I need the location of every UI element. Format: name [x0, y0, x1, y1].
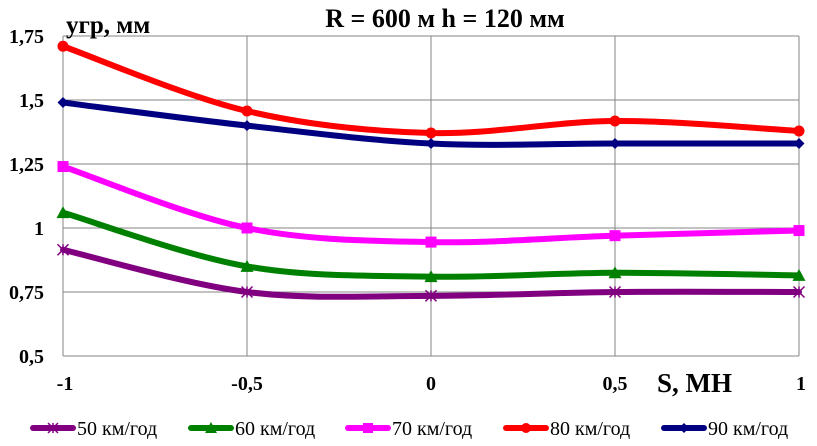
- x-tick-label: 0: [426, 373, 436, 395]
- data-point-triangle: [424, 270, 438, 283]
- data-point-diamond: [425, 138, 437, 150]
- x-tick-label: -1: [57, 373, 74, 395]
- y-tick-label: 1: [34, 218, 44, 240]
- data-point-square: [609, 230, 621, 242]
- series-50: [56, 243, 806, 302]
- series-80: [57, 40, 805, 139]
- legend-item: 90 км/год: [661, 418, 788, 440]
- x-tick-label: 1: [796, 373, 806, 395]
- data-point-square: [241, 222, 253, 234]
- series-60: [56, 206, 806, 283]
- legend: 50 км/год 60 км/год 70 км/год 80 км/год 90 к…: [30, 418, 788, 440]
- y-tick-label: 1,75: [9, 26, 44, 48]
- data-point-triangle: [205, 422, 217, 433]
- y-tick-label: 0,5: [19, 346, 44, 368]
- legend-item: 70 км/год: [345, 418, 472, 440]
- data-point-triangle: [240, 259, 254, 272]
- data-point-star: [608, 285, 622, 299]
- data-point-diamond: [609, 138, 621, 150]
- series-70: [57, 161, 805, 248]
- data-point-triangle: [608, 266, 622, 279]
- data-point-triangle: [792, 268, 806, 281]
- data-point-circle: [425, 127, 437, 139]
- grid: [62, 35, 800, 357]
- x-axis-label: S, МН: [657, 368, 732, 398]
- series-group: [56, 40, 806, 302]
- chart-title: R = 600 м h = 120 мм: [325, 4, 565, 33]
- data-point-diamond: [679, 423, 689, 433]
- data-point-diamond: [241, 120, 253, 132]
- data-point-star: [424, 289, 438, 302]
- data-point-square: [57, 161, 69, 173]
- data-point-star: [240, 285, 254, 299]
- legend-label: 70 км/год: [392, 418, 472, 440]
- legend-label: 60 км/год: [235, 418, 315, 440]
- legend-item: 50 км/год: [30, 418, 157, 440]
- data-point-circle: [793, 125, 805, 137]
- legend-item: 80 км/год: [503, 418, 630, 440]
- data-point-square: [363, 423, 373, 433]
- data-point-circle: [609, 115, 621, 127]
- series-90: [57, 97, 805, 150]
- data-point-circle: [57, 40, 69, 52]
- legend-item: 60 км/год: [188, 418, 315, 440]
- data-point-star: [47, 422, 59, 434]
- x-tick-label: -0,5: [231, 373, 263, 395]
- x-axis-ticks: -1 -0,5 0 0,5 1: [57, 373, 806, 395]
- data-point-star: [792, 285, 806, 299]
- data-point-diamond: [57, 97, 69, 109]
- legend-label: 50 км/год: [77, 418, 157, 440]
- y-axis-ticks: 0,5 0,75 1 1,25 1,5 1,75: [9, 26, 44, 368]
- x-tick-label: 0,5: [603, 373, 628, 395]
- data-point-square: [793, 225, 805, 237]
- data-point-triangle: [56, 206, 70, 219]
- data-point-star: [56, 243, 70, 256]
- y-tick-label: 0,75: [9, 282, 44, 304]
- data-point-diamond: [793, 138, 805, 150]
- legend-label: 90 км/год: [708, 418, 788, 440]
- y-axis-label: yгр, мм: [66, 12, 150, 39]
- legend-label: 80 км/год: [550, 418, 630, 440]
- y-tick-label: 1,5: [19, 90, 44, 112]
- y-tick-label: 1,25: [9, 154, 44, 176]
- data-point-square: [425, 236, 437, 248]
- data-point-circle: [241, 105, 253, 117]
- data-point-circle: [521, 423, 531, 433]
